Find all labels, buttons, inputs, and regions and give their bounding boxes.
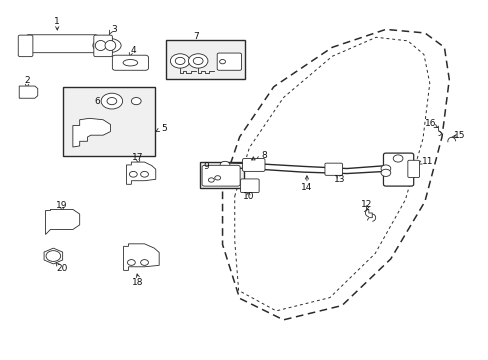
Circle shape [46, 251, 61, 261]
FancyBboxPatch shape [18, 35, 33, 57]
Circle shape [141, 260, 148, 265]
Text: 18: 18 [132, 278, 143, 287]
Text: 14: 14 [301, 183, 312, 192]
Text: 2: 2 [24, 76, 30, 85]
Circle shape [107, 98, 117, 105]
Text: 15: 15 [453, 131, 465, 140]
Ellipse shape [123, 59, 138, 66]
FancyBboxPatch shape [94, 35, 112, 57]
Polygon shape [126, 162, 156, 184]
Circle shape [220, 161, 229, 168]
FancyBboxPatch shape [112, 55, 148, 70]
Circle shape [131, 98, 141, 105]
Text: 12: 12 [360, 200, 371, 209]
Text: 4: 4 [130, 46, 136, 55]
Bar [166, 40, 245, 79]
Text: 7: 7 [192, 32, 198, 41]
Circle shape [380, 169, 390, 176]
Circle shape [175, 57, 184, 64]
Circle shape [141, 171, 148, 177]
Text: 19: 19 [56, 201, 68, 210]
Ellipse shape [105, 41, 116, 50]
Text: 13: 13 [333, 175, 345, 184]
Polygon shape [24, 35, 105, 53]
Ellipse shape [95, 41, 106, 50]
Text: 8: 8 [261, 151, 266, 160]
Text: 6: 6 [94, 96, 100, 105]
Circle shape [380, 165, 390, 172]
Bar [199, 162, 244, 188]
FancyBboxPatch shape [242, 158, 264, 171]
Text: 16: 16 [424, 119, 436, 128]
Text: 5: 5 [161, 123, 166, 132]
Text: 20: 20 [56, 265, 67, 274]
Polygon shape [123, 244, 159, 270]
FancyBboxPatch shape [383, 153, 413, 186]
Circle shape [214, 176, 220, 180]
Ellipse shape [93, 38, 121, 53]
Circle shape [101, 93, 122, 109]
Circle shape [188, 54, 207, 68]
Text: 11: 11 [421, 157, 432, 166]
Circle shape [220, 166, 229, 174]
Polygon shape [73, 118, 110, 147]
Text: 17: 17 [132, 153, 143, 162]
Text: 10: 10 [242, 192, 254, 201]
Polygon shape [19, 86, 38, 98]
FancyBboxPatch shape [325, 163, 342, 175]
Circle shape [208, 178, 214, 182]
FancyBboxPatch shape [217, 53, 241, 70]
FancyBboxPatch shape [407, 160, 419, 177]
FancyBboxPatch shape [240, 179, 259, 193]
Circle shape [219, 59, 225, 64]
Circle shape [392, 155, 402, 162]
Circle shape [127, 260, 135, 265]
FancyBboxPatch shape [202, 165, 240, 186]
Circle shape [170, 54, 189, 68]
Circle shape [129, 171, 137, 177]
Polygon shape [45, 210, 80, 234]
Text: 9: 9 [203, 162, 209, 171]
Text: 3: 3 [111, 25, 117, 34]
Bar [63, 87, 155, 156]
Text: 1: 1 [54, 17, 60, 26]
Circle shape [193, 57, 203, 64]
